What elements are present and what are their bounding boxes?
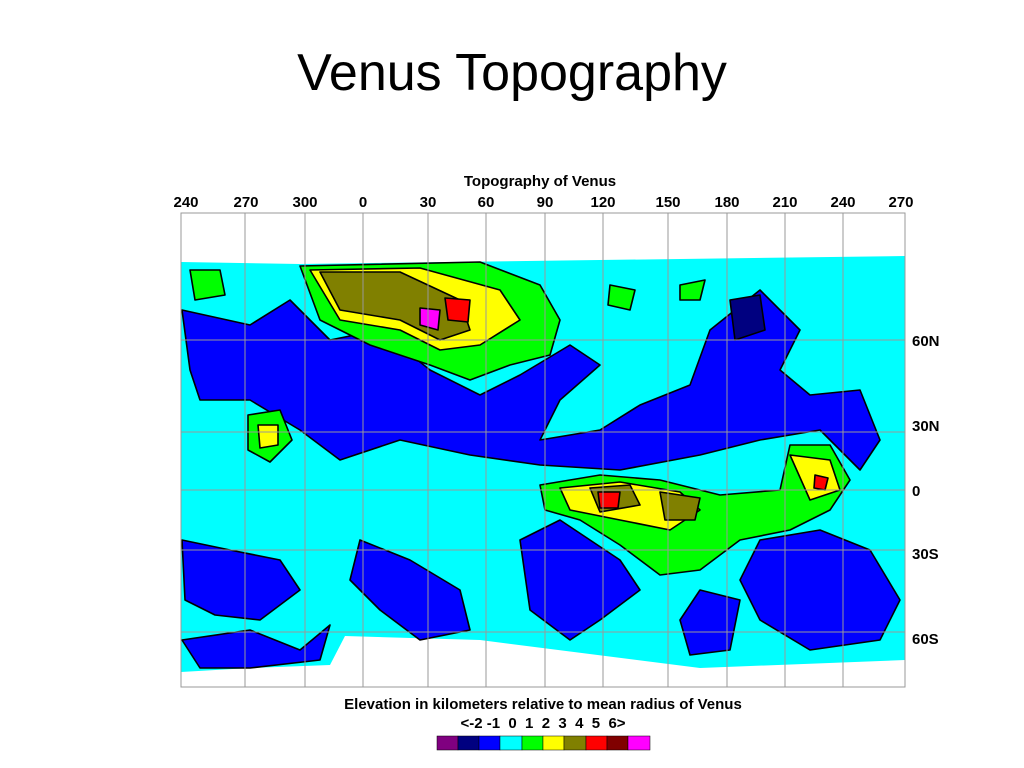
legend-swatch — [606, 735, 629, 751]
latitude-labels: 60N 30N 0 30S 60S — [912, 333, 940, 648]
latitude-label: 30S — [912, 546, 939, 563]
grid — [180, 212, 906, 688]
legend-swatch — [436, 735, 459, 751]
map-caption: Elevation in kilometers relative to mean… — [344, 696, 742, 713]
longitude-label: 270 — [233, 194, 258, 211]
longitude-label: 240 — [830, 194, 855, 211]
legend-swatch — [499, 735, 523, 751]
topography-map — [180, 212, 906, 688]
longitude-label: 0 — [359, 194, 367, 211]
deep-basin — [729, 294, 766, 341]
parallels — [181, 339, 905, 633]
longitude-label: 30 — [420, 194, 437, 211]
longitude-label: 60 — [478, 194, 495, 211]
legend-swatch — [521, 735, 544, 751]
longitude-label: 150 — [655, 194, 680, 211]
longitude-labels: 240 270 300 0 30 60 90 120 150 180 210 2… — [173, 194, 913, 211]
legend-swatch — [585, 735, 608, 751]
longitude-label: 120 — [590, 194, 615, 211]
latitude-label: 0 — [912, 483, 920, 500]
latitude-label: 60S — [912, 631, 939, 648]
legend-swatch — [542, 735, 565, 751]
longitude-label: 300 — [292, 194, 317, 211]
longitude-label: 180 — [714, 194, 739, 211]
legend-swatch — [478, 735, 501, 751]
longitude-label: 240 — [173, 194, 198, 211]
meridians — [244, 213, 844, 687]
map-title: Topography of Venus — [464, 173, 616, 190]
longitude-label: 210 — [772, 194, 797, 211]
legend-swatch — [627, 735, 651, 751]
color-legend — [436, 735, 651, 751]
legend-swatch — [563, 735, 587, 751]
maxwell-montes — [419, 307, 441, 331]
slide-title: Venus Topography — [297, 44, 727, 102]
legend-scale: <-2 -1 0 1 2 3 4 5 6> — [460, 715, 625, 732]
latitude-label: 60N — [912, 333, 940, 350]
legend-swatch — [457, 735, 480, 751]
longitude-label: 270 — [888, 194, 913, 211]
longitude-label: 90 — [537, 194, 554, 211]
latitude-label: 30N — [912, 418, 940, 435]
map-frame — [180, 212, 906, 688]
